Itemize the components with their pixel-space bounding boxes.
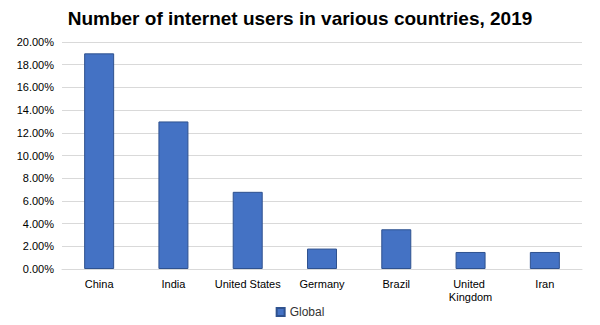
svg-text:Global: Global	[290, 305, 325, 319]
svg-text:8.00%: 8.00%	[23, 172, 54, 184]
svg-text:Kingdom: Kingdom	[449, 291, 492, 303]
svg-text:United States: United States	[215, 278, 282, 290]
svg-text:Brazil: Brazil	[383, 278, 411, 290]
svg-text:Number of internet users in va: Number of internet users in various coun…	[68, 8, 533, 29]
svg-text:10.00%: 10.00%	[17, 150, 55, 162]
svg-text:Iran: Iran	[535, 278, 554, 290]
svg-text:India: India	[161, 278, 186, 290]
svg-text:0.00%: 0.00%	[23, 263, 54, 275]
svg-text:18.00%: 18.00%	[17, 59, 55, 71]
svg-text:China: China	[85, 278, 115, 290]
svg-text:20.00%: 20.00%	[17, 36, 55, 48]
svg-text:14.00%: 14.00%	[17, 104, 55, 116]
svg-text:6.00%: 6.00%	[23, 195, 54, 207]
svg-text:2.00%: 2.00%	[23, 240, 54, 252]
svg-text:Germany: Germany	[299, 278, 345, 290]
svg-text:4.00%: 4.00%	[23, 218, 54, 230]
svg-text:16.00%: 16.00%	[17, 81, 55, 93]
svg-text:United: United	[453, 278, 488, 290]
svg-text:12.00%: 12.00%	[17, 127, 55, 139]
